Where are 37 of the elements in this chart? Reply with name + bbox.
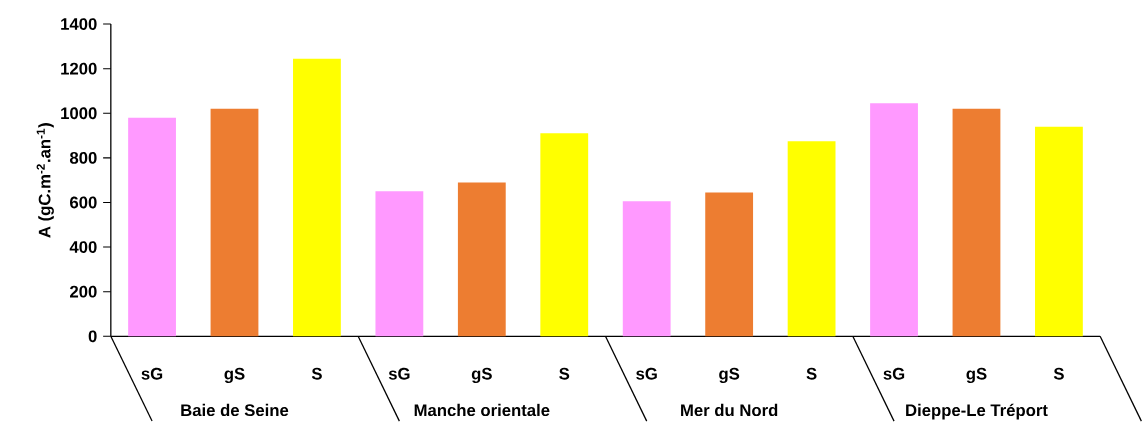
bar xyxy=(622,201,671,337)
y-tick-label: 1200 xyxy=(61,62,97,75)
text: Baie de Seine xyxy=(181,403,289,417)
bar xyxy=(210,108,259,337)
bar xyxy=(1035,126,1083,337)
y-tick-label: 400 xyxy=(69,241,97,253)
bar xyxy=(787,141,836,337)
y-tick-label: 600 xyxy=(70,196,97,209)
y-tick-label: 1000 xyxy=(61,107,97,120)
x-tick-label: S xyxy=(559,367,570,380)
bar xyxy=(375,191,424,337)
y-tick-label: 800 xyxy=(69,151,97,164)
text: Manche orientale xyxy=(414,403,550,417)
x-tick-label: sG xyxy=(388,367,410,380)
x-tick-label: S xyxy=(311,367,322,380)
x-tick-label: sG xyxy=(883,367,905,380)
x-tick-label: gS xyxy=(719,367,740,384)
bar xyxy=(540,133,589,337)
bar xyxy=(128,117,176,337)
text: Mer du Nord xyxy=(681,403,778,417)
x-tick-label: S xyxy=(806,367,817,380)
y-tick-label: 200 xyxy=(70,285,97,298)
bar xyxy=(457,182,506,337)
text: Dieppe-Le Tréport xyxy=(906,403,1048,420)
bar xyxy=(952,108,1001,337)
y-tick-label: 1400 xyxy=(61,18,97,30)
x-tick-label: gS xyxy=(471,367,492,384)
bar xyxy=(705,192,754,337)
x-tick-label: gS xyxy=(224,367,245,384)
y-axis-title: A (gC.m$^{-2}$.an$^{-1}$) xyxy=(36,123,54,238)
x-tick-label: gS xyxy=(966,367,987,384)
y-tick-label: 0 xyxy=(88,330,97,343)
bar xyxy=(293,58,341,337)
bar xyxy=(870,103,918,337)
x-tick-label: sG xyxy=(636,367,657,380)
x-tick-label: sG xyxy=(141,367,163,380)
x-tick-label: S xyxy=(1053,367,1064,380)
